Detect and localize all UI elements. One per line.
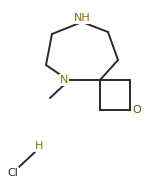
Text: O: O xyxy=(133,105,141,115)
Text: Cl: Cl xyxy=(8,168,18,178)
Text: H: H xyxy=(35,141,43,151)
Text: N: N xyxy=(60,75,68,85)
Text: NH: NH xyxy=(74,13,90,23)
